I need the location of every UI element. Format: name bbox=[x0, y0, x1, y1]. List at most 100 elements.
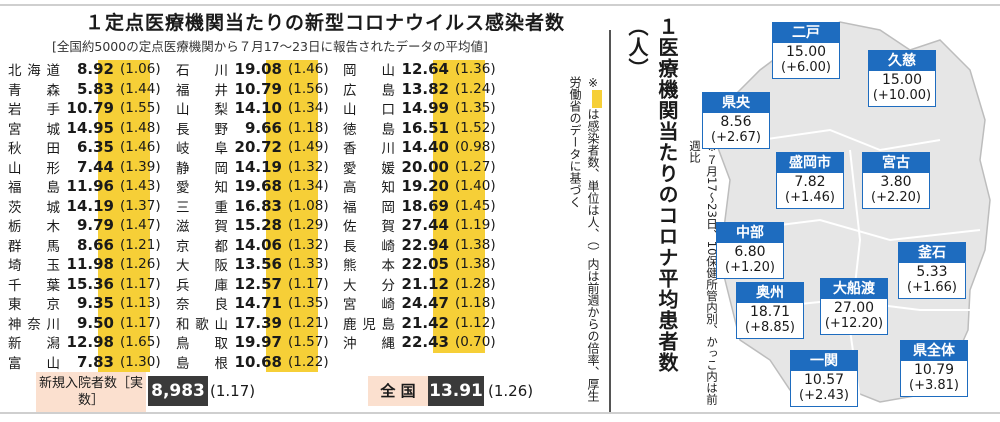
prefecture-prev-ratio: (1.32) bbox=[288, 158, 329, 175]
prefecture-prev-ratio: (1.46) bbox=[288, 61, 329, 77]
region-name: 県全体 bbox=[901, 341, 967, 361]
prefecture-row: 大阪 13.56 (1.33) bbox=[176, 255, 342, 274]
prefecture-row: 宮崎 24.47 (1.18) bbox=[343, 294, 509, 313]
prefecture-prev-ratio: (1.56) bbox=[288, 80, 329, 97]
prefecture-name: 新潟 bbox=[8, 336, 60, 352]
prefecture-name: 静岡 bbox=[176, 160, 228, 177]
region-value: 7.82 bbox=[794, 174, 826, 190]
region-box: 二戸 15.00 (+6.00) bbox=[772, 22, 840, 79]
prefecture-name: 愛知 bbox=[176, 180, 228, 196]
prefecture-value: 22.43 bbox=[401, 333, 449, 351]
prefecture-name: 山梨 bbox=[176, 102, 228, 118]
region-value: 10.79 bbox=[913, 362, 955, 378]
prefecture-value: 14.99 bbox=[401, 99, 449, 117]
prefecture-prev-ratio: (1.52) bbox=[455, 119, 496, 136]
prefecture-value: 11.98 bbox=[66, 255, 114, 273]
prefecture-name: 山口 bbox=[343, 102, 395, 118]
prefecture-row: 山口 14.99 (1.35) bbox=[343, 99, 509, 118]
region-name: 奥州 bbox=[737, 283, 803, 303]
prefecture-name: 長野 bbox=[176, 121, 228, 138]
prefecture-row: 神奈川 9.50 (1.17) bbox=[8, 313, 174, 333]
prefecture-value: 14.19 bbox=[66, 196, 114, 215]
region-box: 県央 8.56 (+2.67) bbox=[702, 92, 770, 149]
prefecture-row: 山梨 14.10 (1.34) bbox=[176, 99, 342, 118]
bottom-rule bbox=[0, 412, 1000, 414]
prefecture-name: 福井 bbox=[176, 82, 228, 99]
prefecture-row: 石川 19.08 (1.46) bbox=[176, 60, 342, 79]
region-name: 宮古 bbox=[863, 153, 929, 173]
region-value: 10.57 bbox=[803, 372, 845, 388]
prefecture-prev-ratio: (1.45) bbox=[455, 197, 496, 214]
prefecture-row: 静岡 14.19 (1.32) bbox=[176, 158, 342, 177]
prefecture-value: 19.08 bbox=[234, 60, 282, 78]
prefecture-row: 香川 14.40 (0.98) bbox=[343, 138, 509, 157]
prefecture-prev-ratio: (1.21) bbox=[120, 236, 161, 253]
region-diff: (+1.20) bbox=[725, 260, 775, 275]
prefecture-prev-ratio: (1.29) bbox=[288, 217, 329, 233]
prefecture-name: 大分 bbox=[343, 277, 395, 294]
national-value: 13.91 bbox=[428, 376, 484, 406]
prefecture-row: 広島 13.82 (1.24) bbox=[343, 79, 509, 99]
new-hospitalization-value: 8,983 bbox=[148, 376, 208, 406]
prefecture-value: 10.79 bbox=[234, 79, 282, 98]
prefecture-name: 香川 bbox=[343, 141, 395, 157]
region-diff: (+1.46) bbox=[785, 190, 835, 205]
note-asterisk: ※ bbox=[586, 76, 600, 90]
prefecture-value: 14.40 bbox=[401, 138, 449, 156]
prefecture-name: 三重 bbox=[176, 199, 228, 216]
note-text: は感染者数、単位は人、（）内は前週からの倍率、厚生労働省のデータに基づく bbox=[568, 76, 600, 402]
prefecture-row: 宮城 14.95 (1.48) bbox=[8, 119, 174, 138]
prefecture-value: 12.64 bbox=[401, 60, 449, 78]
prefecture-name: 北海道 bbox=[8, 63, 60, 79]
prefecture-prev-ratio: (1.37) bbox=[120, 197, 161, 214]
prefecture-name: 富山 bbox=[8, 355, 60, 372]
prefecture-name: 千葉 bbox=[8, 277, 60, 294]
prefecture-prev-ratio: (1.22) bbox=[288, 353, 329, 370]
prefecture-name: 高知 bbox=[343, 180, 395, 196]
prefecture-row: 徳島 16.51 (1.52) bbox=[343, 118, 509, 138]
prefecture-value: 16.51 bbox=[401, 118, 449, 137]
top-rule bbox=[0, 4, 1000, 6]
prefecture-name: 佐賀 bbox=[343, 219, 395, 235]
prefecture-row: 沖縄 22.43 (0.70) bbox=[343, 333, 509, 352]
prefecture-prev-ratio: (1.44) bbox=[120, 80, 161, 97]
new-hospitalization-label: 新規入院者数［実数］ bbox=[36, 372, 146, 412]
prefecture-row: 鹿児島 21.42 (1.12) bbox=[343, 314, 509, 333]
prefecture-value: 12.57 bbox=[234, 274, 282, 293]
prefecture-value: 14.10 bbox=[234, 99, 282, 117]
highlight-column-1 bbox=[98, 60, 150, 372]
prefecture-prev-ratio: (1.48) bbox=[120, 119, 161, 136]
prefecture-row: 福島 11.96 (1.43) bbox=[8, 177, 174, 196]
prefecture-name: 兵庫 bbox=[176, 277, 228, 294]
prefecture-name: 鳥取 bbox=[176, 336, 228, 352]
prefecture-value: 9.50 bbox=[76, 313, 114, 332]
prefecture-name: 栃木 bbox=[8, 219, 60, 235]
prefecture-name: 広島 bbox=[343, 82, 395, 99]
prefecture-row: 岐阜 20.72 (1.49) bbox=[176, 138, 342, 157]
prefecture-value: 13.82 bbox=[401, 79, 449, 98]
prefecture-value: 18.69 bbox=[401, 196, 449, 215]
prefecture-prev-ratio: (1.32) bbox=[288, 236, 329, 253]
prefecture-value: 27.44 bbox=[401, 216, 449, 234]
prefecture-prev-ratio: (1.17) bbox=[288, 275, 329, 292]
region-value: 8.56 bbox=[720, 114, 752, 130]
highlight-legend-swatch bbox=[591, 90, 602, 108]
prefecture-value: 7.83 bbox=[76, 352, 114, 371]
region-diff: (+2.43) bbox=[799, 388, 849, 403]
prefecture-value: 10.68 bbox=[234, 352, 282, 371]
prefecture-prev-ratio: (1.21) bbox=[288, 314, 329, 331]
prefecture-value: 9.79 bbox=[76, 216, 114, 234]
prefecture-prev-ratio: (1.46) bbox=[120, 139, 161, 155]
national-prev: (1.26) bbox=[488, 382, 534, 400]
prefecture-row: 福岡 18.69 (1.45) bbox=[343, 196, 509, 216]
prefecture-prev-ratio: (1.26) bbox=[120, 256, 161, 272]
prefecture-value: 14.71 bbox=[234, 294, 282, 312]
prefecture-name: 石川 bbox=[176, 63, 228, 79]
prefecture-row: 兵庫 12.57 (1.17) bbox=[176, 274, 342, 294]
left-note: ※は感染者数、単位は人、（）内は前週からの倍率、厚生労働省のデータに基づく bbox=[562, 76, 602, 406]
prefecture-row: 福井 10.79 (1.56) bbox=[176, 79, 342, 99]
prefecture-row: 島根 10.68 (1.22) bbox=[176, 352, 342, 372]
prefecture-row: 新潟 12.98 (1.65) bbox=[8, 333, 174, 352]
prefecture-row: 北海道 8.92 (1.06) bbox=[8, 60, 174, 79]
prefecture-value: 17.39 bbox=[234, 313, 282, 332]
